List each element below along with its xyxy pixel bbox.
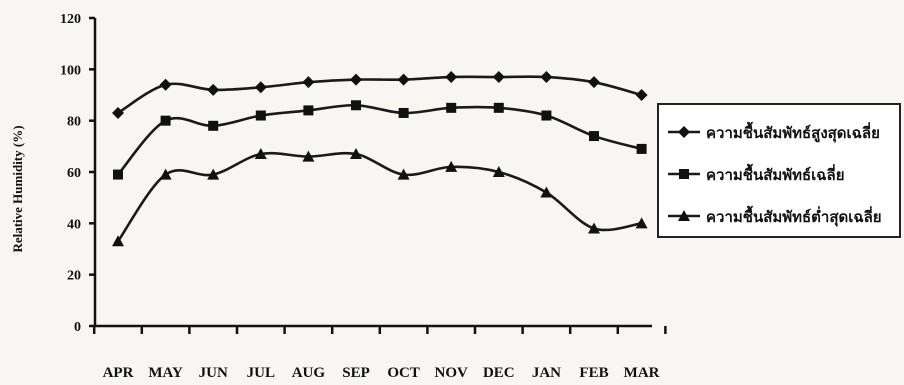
- y-tick-label: 80: [67, 115, 81, 130]
- data-point: [159, 168, 172, 180]
- data-point: [397, 73, 410, 86]
- legend-item: ความชื้นสัมพัทธ์สูงสุดเฉลี่ย: [668, 121, 880, 143]
- x-tick-label: JUL: [247, 365, 275, 381]
- legend-marker: [679, 169, 689, 179]
- series-1: [112, 71, 648, 119]
- y-tick-label: 20: [67, 269, 81, 284]
- data-point: [636, 143, 647, 154]
- data-point: [540, 71, 553, 84]
- data-point: [207, 168, 220, 180]
- legend: ความชื้นสัมพัทธ์สูงสุดเฉลี่ยความชื้นสัมพ…: [657, 103, 901, 238]
- data-point: [588, 222, 600, 234]
- series-3: [112, 148, 648, 247]
- x-tick-label: MAR: [624, 365, 660, 381]
- x-tick-label: SEP: [342, 365, 370, 381]
- data-point: [112, 235, 124, 247]
- data-point: [208, 120, 219, 131]
- y-tick-label: 0: [74, 320, 81, 335]
- legend-item: ความชื้นสัมพัทธ์เฉลี่ย: [668, 163, 845, 184]
- legend-label: ความชื้นสัมพัทธ์สูงสุดเฉลี่ย: [706, 121, 880, 143]
- data-point: [635, 89, 648, 101]
- data-point: [445, 160, 458, 172]
- series-layer: [112, 71, 648, 247]
- x-tick-label: NOV: [435, 365, 469, 381]
- data-point: [254, 81, 267, 94]
- legend-marker: [678, 126, 690, 138]
- data-point: [303, 105, 314, 116]
- data-point: [351, 100, 361, 111]
- x-tick-labels: APR MAY JUN JUL AUG SEP OCT NOV DEC JAN FEB MAR: [103, 365, 660, 381]
- axes: [89, 16, 667, 334]
- legend-label: ความชื้นสัมพัทธ์เฉลี่ย: [706, 163, 845, 184]
- data-point: [398, 107, 409, 118]
- data-point: [350, 148, 362, 160]
- data-point: [350, 73, 362, 86]
- data-point: [446, 102, 457, 113]
- y-tick-label: 120: [60, 12, 81, 27]
- data-point: [113, 169, 123, 180]
- y-tick-label: 60: [67, 166, 81, 181]
- series-2: [113, 100, 647, 180]
- y-tick-label: 100: [60, 63, 81, 78]
- data-point: [302, 150, 315, 162]
- data-point: [588, 76, 600, 89]
- data-point: [589, 131, 599, 142]
- data-point: [540, 186, 553, 198]
- x-tick-label: JUN: [199, 365, 228, 381]
- series-line: [116, 151, 642, 243]
- data-point: [255, 110, 266, 121]
- data-point: [445, 71, 458, 84]
- data-point: [207, 83, 220, 96]
- legend-marker: [678, 210, 690, 221]
- x-tick-label: OCT: [387, 365, 420, 381]
- series-line: [117, 75, 642, 115]
- data-point: [112, 106, 124, 119]
- y-axis-title: Relative Humidity (%): [10, 125, 25, 252]
- x-tick-label: MAY: [148, 365, 183, 381]
- y-tick-labels: 0 20 40 60 80 100 120: [60, 12, 81, 335]
- data-point: [254, 148, 267, 160]
- x-tick-label: DEC: [483, 365, 515, 381]
- data-point: [492, 166, 505, 177]
- data-point: [160, 115, 171, 126]
- x-tick-label: APR: [103, 365, 134, 381]
- x-tick-label: JAN: [532, 365, 561, 381]
- data-point: [541, 110, 552, 121]
- data-point: [302, 76, 315, 89]
- legend-item: ความชื้นสัมพัทธ์ต่ำสุดเฉลี่ย: [668, 205, 882, 227]
- x-tick-label: AUG: [292, 365, 326, 381]
- y-tick-label: 40: [67, 217, 81, 232]
- data-point: [397, 168, 410, 180]
- data-point: [492, 71, 505, 84]
- x-tick-label: FEB: [579, 365, 608, 381]
- legend-label: ความชื้นสัมพัทธ์ต่ำสุดเฉลี่ย: [706, 205, 882, 227]
- data-point: [635, 217, 648, 229]
- data-point: [159, 78, 172, 91]
- data-point: [493, 102, 504, 113]
